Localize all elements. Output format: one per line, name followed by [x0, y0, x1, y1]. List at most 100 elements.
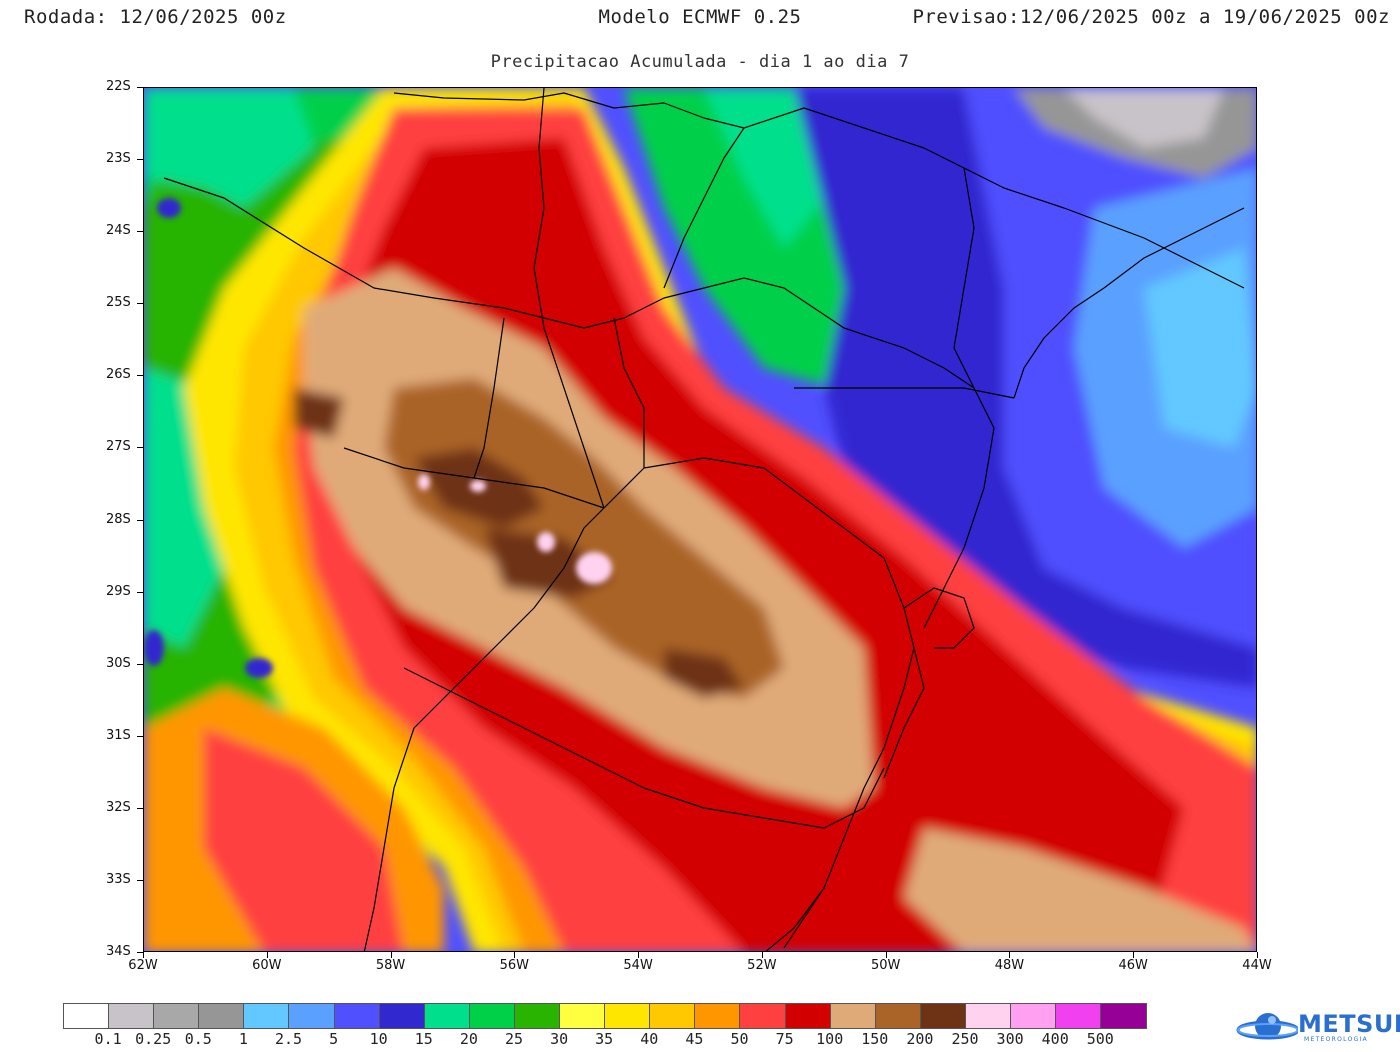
legend-swatch	[64, 1004, 110, 1028]
lat-tick	[137, 375, 143, 377]
legend-label: 20	[459, 1030, 478, 1048]
legend-label: 50	[730, 1030, 749, 1048]
legend-label: 5	[329, 1030, 339, 1048]
lon-tick	[1009, 952, 1011, 958]
globe-icon	[1236, 1013, 1300, 1040]
legend-swatch	[244, 1004, 290, 1028]
lon-tick	[638, 952, 640, 958]
color-legend	[63, 1003, 1148, 1029]
legend-swatch	[424, 1004, 470, 1028]
lon-label: 50W	[870, 958, 901, 973]
legend-label: 25	[504, 1030, 524, 1048]
legend-label: 75	[775, 1030, 794, 1048]
legend-label: 30	[550, 1030, 569, 1048]
lat-tick	[137, 447, 143, 449]
lat-label: 31S	[106, 727, 131, 743]
run-date-label: Rodada: 12/06/2025 00z	[24, 6, 287, 28]
forecast-period-label: Previsao:12/06/2025 00z a 19/06/2025 00z	[912, 6, 1390, 28]
lat-tick	[137, 231, 143, 233]
legend-label: 40	[640, 1030, 659, 1048]
lon-tick	[1133, 952, 1135, 958]
legend-label: 10	[369, 1030, 388, 1048]
map-subtitle: Precipitacao Acumulada - dia 1 ao dia 7	[490, 52, 910, 72]
boundary-lines	[163, 88, 1245, 951]
lon-label: 54W	[623, 958, 653, 973]
legend-label: 400	[1041, 1030, 1069, 1048]
lat-label: 25S	[106, 295, 131, 311]
legend-swatch	[154, 1004, 200, 1028]
legend-swatch	[830, 1004, 876, 1028]
precipitation-map	[143, 87, 1257, 952]
legend-swatch	[875, 1004, 921, 1028]
lon-label: 60W	[252, 958, 282, 973]
legend-swatch	[1056, 1004, 1102, 1028]
lat-tick	[137, 952, 143, 953]
lon-label: 44W	[1242, 958, 1272, 973]
legend-swatch	[514, 1004, 561, 1028]
legend-swatch	[560, 1004, 606, 1028]
lat-label: 26S	[106, 367, 131, 383]
lon-label: 62W	[128, 958, 158, 973]
lon-tick	[514, 952, 516, 958]
legend-swatch	[199, 1004, 245, 1028]
legend-label: 0.1	[94, 1030, 122, 1048]
legend-swatch	[650, 1004, 696, 1028]
lat-label: 32S	[106, 799, 131, 815]
legend-swatch	[469, 1004, 515, 1028]
legend-swatch	[920, 1004, 966, 1028]
lon-tick	[266, 952, 268, 958]
lon-label: 56W	[499, 958, 530, 973]
lon-label: 52W	[747, 958, 777, 973]
lat-tick	[137, 663, 143, 665]
legend-swatch	[334, 1004, 380, 1028]
lat-label: 29S	[106, 583, 131, 599]
legend-label: 500	[1086, 1030, 1114, 1048]
lon-tick	[390, 952, 392, 958]
legend-label: 100	[816, 1030, 844, 1048]
legend-swatch	[1010, 1004, 1057, 1028]
logo-tagline: METEOROLOGIA	[1304, 1036, 1369, 1043]
lon-tick	[885, 952, 887, 958]
lat-label: 22S	[106, 79, 131, 94]
legend-swatch	[289, 1004, 335, 1028]
lon-tick	[143, 952, 144, 958]
legend-swatch	[109, 1004, 155, 1028]
legend-label: 1	[238, 1030, 248, 1048]
lon-label: 58W	[375, 958, 406, 973]
lon-label: 46W	[1118, 958, 1148, 973]
legend-label: 250	[951, 1030, 979, 1048]
legend-label: 300	[996, 1030, 1024, 1048]
lat-label: 33S	[106, 871, 131, 887]
lat-label: 27S	[106, 439, 131, 455]
lat-label: 34S	[106, 944, 131, 959]
legend-label: 15	[414, 1030, 433, 1048]
legend-label: 200	[906, 1030, 934, 1048]
lat-label: 30S	[106, 655, 131, 671]
lon-tick	[1257, 952, 1258, 958]
lat-tick	[137, 303, 143, 305]
lat-tick	[137, 159, 143, 161]
lat-tick	[137, 519, 143, 521]
legend-swatch	[379, 1004, 425, 1028]
lon-tick	[761, 952, 763, 958]
model-name-label: Modelo ECMWF 0.25	[598, 6, 802, 28]
lat-tick	[137, 591, 143, 593]
legend-label: 45	[685, 1030, 704, 1048]
lat-tick	[137, 735, 143, 737]
legend-label: 0.5	[184, 1030, 212, 1048]
lat-label: 24S	[106, 223, 131, 239]
lat-tick	[137, 879, 143, 881]
legend-swatch	[785, 1004, 831, 1028]
legend-swatch	[1101, 1004, 1147, 1028]
lat-label: 28S	[106, 511, 131, 527]
legend-swatch	[740, 1004, 786, 1028]
legend-label: 150	[861, 1030, 889, 1048]
precipitation-field	[144, 88, 1256, 951]
legend-label: 2.5	[274, 1030, 303, 1048]
legend-swatch	[695, 1004, 741, 1028]
legend-label: 35	[595, 1030, 614, 1048]
logo-wordmark: METSUL	[1298, 1010, 1400, 1038]
legend-swatch	[605, 1004, 651, 1028]
lat-label: 23S	[106, 151, 131, 167]
legend-swatch	[965, 1004, 1011, 1028]
